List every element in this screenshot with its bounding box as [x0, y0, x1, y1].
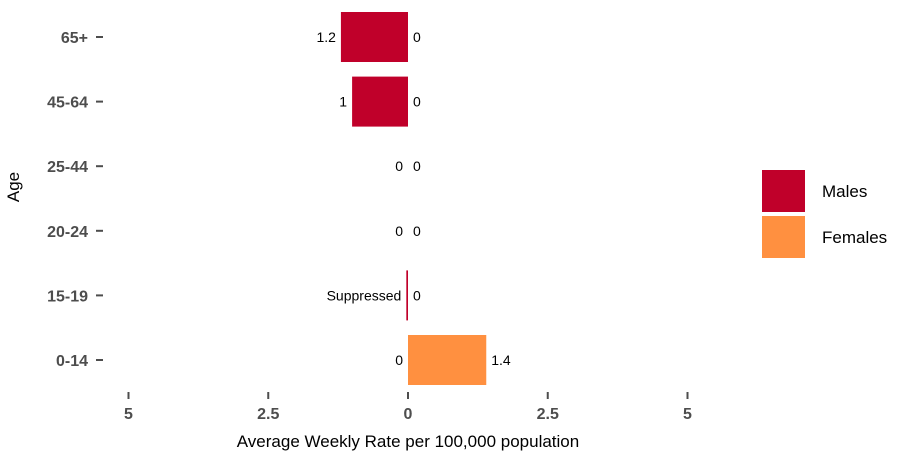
y-tick-label-15-19: 15-19 — [47, 288, 88, 305]
data-label-males-20-24: 0 — [395, 223, 403, 239]
y-tick-label-20-24: 20-24 — [47, 224, 88, 241]
y-tick-label-25-44: 25-44 — [47, 159, 88, 176]
data-label-males-15-19: Suppressed — [327, 287, 402, 303]
legend-swatch-females — [762, 216, 805, 258]
y-tick-label-65: 65+ — [61, 30, 88, 47]
data-label-females-45-64: 0 — [413, 94, 421, 110]
data-label-males-25-44: 0 — [395, 158, 403, 174]
x-axis-title: Average Weekly Rate per 100,000 populati… — [237, 432, 579, 451]
y-axis-title: Age — [4, 172, 23, 202]
x-tick-neg-2-5-label: 2.5 — [257, 406, 279, 423]
data-label-males-45-64: 1 — [339, 94, 347, 110]
legend-label-females: Females — [822, 228, 887, 247]
y-axis: 65+ 45-64 25-44 20-24 15-19 0-14 — [47, 30, 103, 370]
bar-males-15-19 — [406, 270, 408, 321]
data-label-females-15-19: 0 — [413, 287, 421, 303]
data-label-females-25-44: 0 — [413, 158, 421, 174]
bar-males-65 — [340, 12, 408, 62]
data-label-females-20-24: 0 — [413, 223, 421, 239]
data-label-females-65: 0 — [413, 29, 421, 45]
x-tick-0-label: 0 — [404, 406, 413, 423]
x-tick-pos-5-label: 5 — [683, 406, 692, 423]
x-tick-pos-2-5-label: 2.5 — [537, 406, 559, 423]
legend-swatch-males — [762, 170, 805, 212]
data-label-males-0-14: 0 — [395, 352, 403, 368]
x-tick-neg-5-label: 5 — [124, 406, 133, 423]
legend: Males Females — [762, 170, 887, 258]
y-tick-label-45-64: 45-64 — [47, 95, 88, 112]
bar-females-0-14 — [408, 335, 487, 385]
data-label-females-0-14: 1.4 — [491, 352, 511, 368]
y-tick-label-0-14: 0-14 — [56, 353, 88, 370]
x-axis: 5 2.5 0 2.5 5 — [124, 392, 692, 423]
bars-layer — [340, 12, 487, 385]
bar-males-45-64 — [352, 76, 408, 127]
data-label-males-65: 1.2 — [316, 29, 336, 45]
legend-label-males: Males — [822, 182, 867, 201]
